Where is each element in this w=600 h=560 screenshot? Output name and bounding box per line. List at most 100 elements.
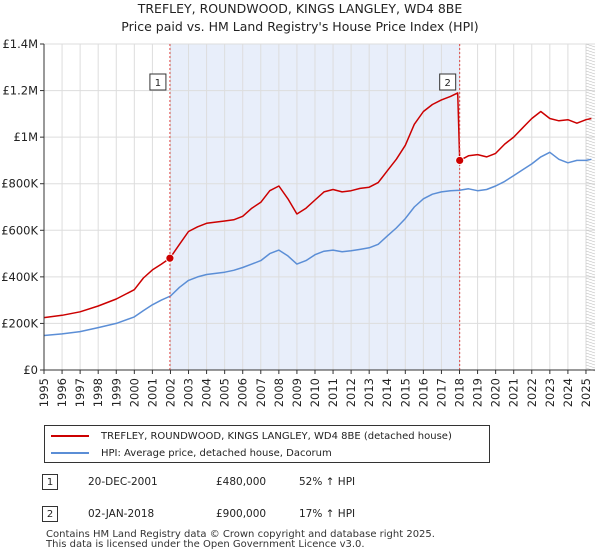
x-tick-label: 2015 [398, 378, 412, 407]
legend-item-property: TREFLEY, ROUNDWOOD, KINGS LANGLEY, WD4 8… [51, 428, 452, 444]
future-hatch [585, 364, 596, 369]
future-hatch [585, 145, 596, 150]
transaction-price: £480,000 [216, 476, 267, 488]
legend: TREFLEY, ROUNDWOOD, KINGS LANGLEY, WD4 8… [44, 425, 490, 463]
annotation-label-2: 2 [445, 78, 451, 89]
transaction-price: £900,000 [216, 508, 267, 520]
y-tick-label: £1.2M [2, 84, 38, 98]
future-hatch [585, 190, 596, 195]
future-hatch [585, 229, 596, 234]
future-hatch [585, 277, 596, 282]
future-hatch [585, 211, 596, 216]
future-hatch [585, 313, 596, 318]
future-hatch [585, 91, 596, 96]
future-hatch [585, 328, 596, 333]
future-hatch [585, 268, 596, 273]
future-hatch [585, 46, 596, 51]
future-hatch [585, 223, 596, 228]
x-tick-label: 1997 [73, 378, 87, 407]
future-hatch [585, 79, 596, 84]
price-chart: TREFLEY, ROUNDWOOD, KINGS LANGLEY, WD4 8… [1, 1, 596, 407]
future-hatch [585, 289, 596, 294]
y-tick-label: £200K [1, 316, 38, 330]
future-hatch [585, 100, 596, 105]
property-price-line [43, 92, 592, 319]
future-hatch [585, 109, 596, 114]
future-hatch [585, 130, 596, 135]
x-tick-label: 2010 [308, 378, 322, 407]
future-hatch [585, 283, 596, 288]
annotation-label-1: 1 [155, 78, 161, 89]
future-hatch [585, 358, 596, 363]
future-hatch [585, 70, 596, 75]
future-hatch [585, 232, 596, 237]
y-tick-label: £600K [1, 223, 38, 237]
future-hatch [585, 160, 596, 165]
future-hatch [585, 301, 596, 306]
future-hatch [585, 346, 596, 351]
future-hatch [585, 325, 596, 330]
future-hatch [585, 112, 596, 117]
future-hatch [585, 331, 596, 336]
future-hatch [585, 217, 596, 222]
future-hatch [585, 61, 596, 66]
future-hatch [585, 307, 596, 312]
x-tick-label: 2023 [543, 378, 557, 407]
footer-license: This data is licensed under the Open Gov… [46, 539, 365, 550]
future-hatch [585, 220, 596, 225]
future-hatch [585, 139, 596, 144]
annotation-box-2 [439, 73, 457, 91]
future-hatch [585, 235, 596, 240]
future-hatch [585, 334, 596, 339]
legend-item-hpi: HPI: Average price, detached house, Daco… [51, 445, 332, 461]
future-hatch [585, 64, 596, 69]
y-tick-label: £400K [1, 270, 38, 284]
future-hatch [585, 154, 596, 159]
sale-point-1 [165, 253, 175, 263]
x-tick-label: 2009 [290, 378, 304, 407]
future-hatch [585, 259, 596, 264]
future-hatch [585, 136, 596, 141]
future-hatch [585, 133, 596, 138]
transaction-date: 20-DEC-2001 [88, 476, 158, 488]
future-hatch [585, 85, 596, 90]
future-hatch [585, 256, 596, 261]
future-hatch [585, 97, 596, 102]
future-hatch [585, 340, 596, 345]
x-tick-label: 2014 [380, 378, 394, 407]
future-hatch [585, 67, 596, 72]
x-tick-label: 1998 [91, 378, 105, 407]
future-hatch [585, 55, 596, 60]
future-hatch [585, 250, 596, 255]
future-hatch [585, 166, 596, 171]
chart-subtitle: Price paid vs. HM Land Registry's House … [121, 19, 478, 34]
future-hatch [585, 253, 596, 258]
y-tick-label: £1M [13, 130, 38, 144]
footer: Contains HM Land Registry data © Crown c… [46, 530, 435, 550]
x-tick-label: 1996 [55, 378, 69, 407]
x-tick-label: 2022 [525, 378, 539, 407]
x-tick-label: 2019 [471, 378, 485, 407]
future-hatch [585, 304, 596, 309]
x-tick-label: 2016 [416, 378, 430, 407]
future-hatch [585, 103, 596, 108]
x-tick-label: 2024 [561, 378, 575, 407]
future-hatch [585, 175, 596, 180]
future-hatch [585, 280, 596, 285]
x-tick-label: 2011 [326, 378, 340, 407]
x-tick-label: 2000 [127, 378, 141, 407]
future-hatch [585, 286, 596, 291]
future-hatch [585, 265, 596, 270]
future-hatch [585, 241, 596, 246]
future-hatch [585, 226, 596, 231]
future-hatch [585, 172, 596, 177]
y-tick-label: £0 [23, 363, 38, 377]
future-hatch [585, 115, 596, 120]
future-hatch [585, 238, 596, 243]
future-hatch [585, 196, 596, 201]
future-hatch [585, 73, 596, 78]
x-tick-label: 2002 [163, 378, 177, 407]
future-hatch [585, 202, 596, 207]
x-tick-label: 2007 [254, 378, 268, 407]
future-hatch [585, 88, 596, 93]
